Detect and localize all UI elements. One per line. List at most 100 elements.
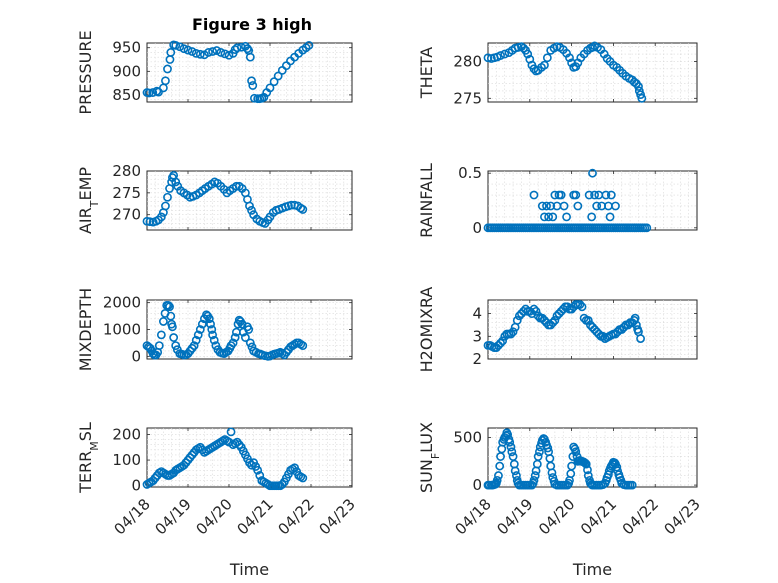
data-point xyxy=(486,54,496,63)
data-point xyxy=(506,329,516,339)
data-point xyxy=(505,437,515,447)
data-point xyxy=(193,330,203,340)
data-point xyxy=(544,223,554,233)
data-point xyxy=(564,478,574,488)
data-point xyxy=(281,202,290,212)
x-axis-label: Time xyxy=(229,560,269,579)
data-point xyxy=(251,462,261,471)
data-point xyxy=(171,177,181,187)
data-point xyxy=(510,322,520,332)
data-point xyxy=(610,458,620,468)
data-point xyxy=(592,201,602,211)
data-point xyxy=(189,341,199,350)
data-point xyxy=(267,481,277,491)
data-point xyxy=(630,313,640,323)
data-point xyxy=(571,62,581,71)
data-point xyxy=(219,184,229,194)
data-point xyxy=(537,201,547,211)
data-point xyxy=(217,348,227,358)
data-point xyxy=(612,462,622,472)
data-point xyxy=(188,191,198,201)
subplot-6: 2 3 4 H2OMIXRA xyxy=(417,287,698,373)
data-point xyxy=(570,444,580,454)
data-point xyxy=(496,338,505,348)
data-point xyxy=(208,330,217,340)
data-point xyxy=(506,223,516,233)
data-point xyxy=(550,190,560,200)
data-point xyxy=(175,42,185,52)
data-point xyxy=(231,327,241,337)
data-point xyxy=(623,480,633,490)
data-point xyxy=(634,82,643,91)
data-point xyxy=(269,349,279,359)
data-point xyxy=(200,184,210,193)
data-point xyxy=(569,223,579,233)
y-tick-label: 0.5 xyxy=(458,164,482,182)
axes-frame xyxy=(146,170,353,231)
data-point xyxy=(527,223,537,233)
subplot-3: 270 275 280 AIRTEMP xyxy=(76,162,353,234)
data-point xyxy=(165,55,175,64)
data-point xyxy=(606,330,616,340)
data-point xyxy=(619,480,629,490)
data-point xyxy=(611,201,620,211)
data-point xyxy=(523,223,533,233)
data-point xyxy=(251,347,261,357)
data-point xyxy=(530,471,540,480)
data-point xyxy=(537,62,546,72)
y-tick-label: 275 xyxy=(453,89,482,107)
data-point xyxy=(590,223,599,233)
data-point xyxy=(237,184,247,193)
data-point xyxy=(158,317,168,326)
data-point xyxy=(537,438,546,448)
data-point xyxy=(636,90,645,100)
data-point xyxy=(144,88,154,98)
data-point xyxy=(245,338,255,348)
data-point xyxy=(183,45,193,55)
data-point xyxy=(636,334,645,343)
data-point xyxy=(542,201,551,211)
data-point xyxy=(535,223,545,233)
data-point xyxy=(484,480,494,490)
y-axis-label: H2OMIXRA xyxy=(417,287,436,373)
data-point xyxy=(165,184,174,193)
data-point xyxy=(543,443,553,453)
data-point xyxy=(238,446,248,456)
data-point xyxy=(519,223,528,233)
data-point xyxy=(489,223,499,233)
data-point xyxy=(497,444,507,454)
data-point xyxy=(562,212,571,222)
data-point xyxy=(550,316,560,325)
data-point xyxy=(248,81,258,90)
data-point xyxy=(263,480,273,489)
data-point xyxy=(601,475,611,485)
data-point xyxy=(540,212,549,222)
y-tick-label: 0 xyxy=(131,347,141,365)
data-point xyxy=(559,201,569,211)
data-point xyxy=(593,43,602,52)
data-point xyxy=(633,325,643,334)
data-point xyxy=(213,178,222,188)
subplot-4: 0 0.5 RAINFALL xyxy=(417,163,698,238)
data-point xyxy=(168,322,177,332)
axes-frame xyxy=(487,299,698,360)
data-point xyxy=(195,49,205,59)
data-point xyxy=(271,481,281,491)
data-point xyxy=(294,48,304,58)
data-point xyxy=(566,469,576,479)
data-point xyxy=(151,216,161,226)
y-tick-label: 280 xyxy=(453,52,482,70)
data-point xyxy=(500,49,510,59)
y-tick-label: 100 xyxy=(112,451,141,469)
data-point xyxy=(576,53,586,63)
data-point xyxy=(237,319,247,329)
data-point xyxy=(256,349,265,359)
data-point xyxy=(523,49,533,59)
data-point xyxy=(611,223,620,233)
data-point xyxy=(218,436,228,446)
data-point xyxy=(255,471,265,480)
data-point xyxy=(204,48,213,57)
data-point xyxy=(262,88,272,97)
data-point xyxy=(244,46,254,55)
data-point xyxy=(244,325,254,334)
